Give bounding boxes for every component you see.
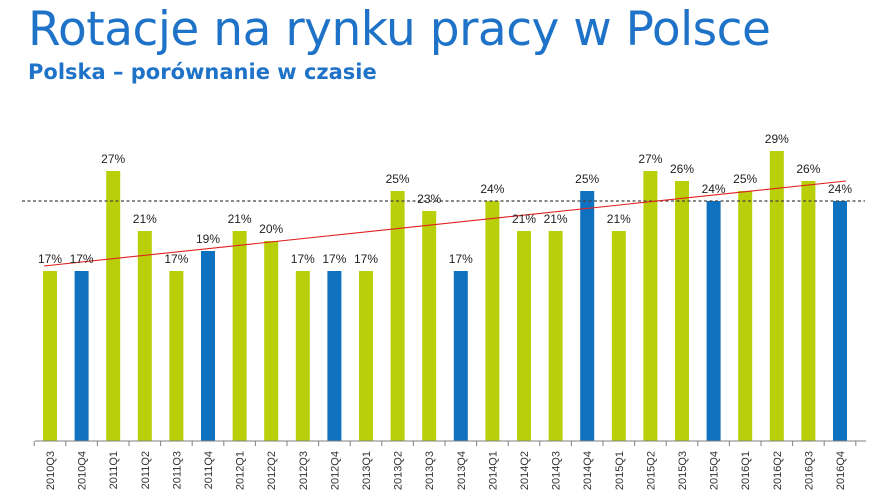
bar — [769, 151, 784, 441]
category-label: 2015Q2 — [645, 451, 657, 490]
value-label: 20% — [259, 222, 283, 236]
value-label: 25% — [733, 172, 757, 186]
page-subtitle: Polska – porównanie w czasie — [28, 60, 377, 84]
value-label: 24% — [828, 182, 852, 196]
bar — [485, 201, 500, 441]
bar — [137, 231, 152, 441]
category-label: 2016Q1 — [740, 451, 752, 490]
bar — [359, 271, 373, 441]
bar — [580, 191, 595, 441]
value-label: 19% — [196, 232, 220, 246]
value-label: 29% — [765, 132, 789, 146]
category-label: 2012Q4 — [329, 451, 341, 490]
bar — [453, 271, 468, 441]
value-label: 17% — [322, 252, 346, 266]
value-label: 25% — [386, 172, 410, 186]
value-label: 17% — [38, 252, 62, 266]
value-label: 24% — [480, 182, 504, 196]
bar — [43, 271, 57, 441]
value-label: 21% — [133, 212, 157, 226]
bar — [422, 211, 437, 441]
bar — [801, 181, 816, 441]
category-label: 2011Q1 — [108, 451, 120, 489]
category-label: 2016Q2 — [772, 451, 784, 490]
category-label: 2013Q2 — [393, 451, 405, 490]
category-label: 2010Q4 — [77, 451, 89, 490]
category-label: 2010Q3 — [45, 451, 57, 490]
value-label: 17% — [164, 252, 188, 266]
bar — [675, 181, 689, 441]
bar — [106, 171, 121, 441]
value-label: 21% — [607, 212, 631, 226]
bar — [833, 201, 847, 441]
bar — [643, 171, 658, 441]
bar — [327, 271, 342, 441]
value-label: 21% — [544, 212, 568, 226]
value-label: 17% — [70, 252, 94, 266]
category-label: 2015Q4 — [709, 451, 721, 490]
bar — [232, 231, 247, 441]
bar — [548, 231, 563, 441]
value-label: 17% — [354, 252, 378, 266]
category-label: 2013Q1 — [361, 451, 373, 490]
bar — [74, 271, 89, 441]
category-label: 2012Q1 — [235, 451, 247, 490]
page-title: Rotacje na rynku pracy w Polsce — [28, 2, 771, 57]
value-label: 21% — [228, 212, 252, 226]
bar — [517, 231, 531, 441]
value-label: 27% — [638, 152, 662, 166]
value-label: 23% — [417, 192, 441, 206]
category-label: 2011Q3 — [171, 451, 183, 489]
value-label: 26% — [670, 162, 694, 176]
category-label: 2015Q1 — [614, 451, 626, 490]
category-label: 2011Q2 — [140, 451, 152, 489]
bar — [706, 201, 721, 441]
category-label: 2014Q3 — [551, 451, 563, 490]
category-label: 2015Q3 — [677, 451, 689, 490]
category-label: 2014Q2 — [519, 451, 531, 490]
value-label: 24% — [702, 182, 726, 196]
value-label: 21% — [512, 212, 536, 226]
bar — [295, 271, 310, 441]
value-label: 17% — [449, 252, 473, 266]
bar — [738, 191, 753, 441]
value-label: 25% — [575, 172, 599, 186]
trend-line — [43, 180, 847, 267]
bar — [169, 271, 184, 441]
bar — [611, 231, 626, 441]
category-label: 2014Q4 — [582, 451, 594, 490]
category-label: 2013Q4 — [456, 451, 468, 490]
category-label: 2012Q2 — [266, 451, 278, 490]
category-label: 2013Q3 — [424, 451, 436, 490]
bar — [264, 241, 279, 441]
category-label: 2016Q3 — [803, 451, 815, 490]
value-label: 26% — [796, 162, 820, 176]
value-label: 17% — [291, 252, 315, 266]
category-label: 2016Q4 — [835, 451, 847, 490]
bar — [201, 251, 215, 441]
bar — [390, 191, 405, 441]
value-label: 27% — [101, 152, 125, 166]
category-label: 2012Q3 — [298, 451, 310, 490]
category-label: 2014Q1 — [487, 451, 499, 490]
category-label: 2011Q4 — [203, 451, 215, 489]
